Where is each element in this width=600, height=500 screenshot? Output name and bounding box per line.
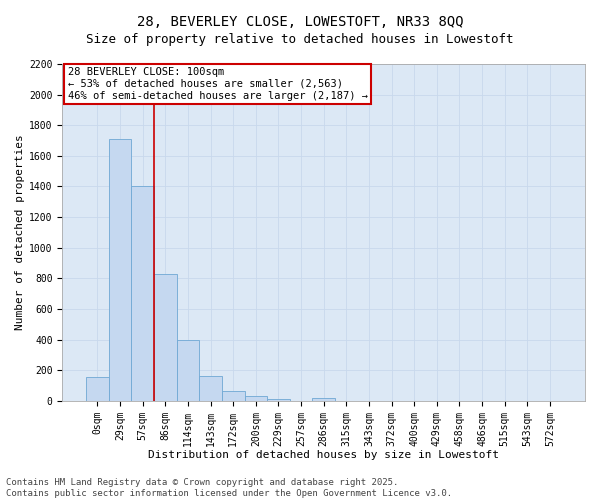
Text: Size of property relative to detached houses in Lowestoft: Size of property relative to detached ho…	[86, 32, 514, 46]
Bar	[109, 139, 131, 401]
Bar	[267, 398, 290, 401]
Y-axis label: Number of detached properties: Number of detached properties	[15, 134, 25, 330]
Bar	[86, 377, 109, 401]
Bar	[131, 186, 154, 401]
Bar	[222, 391, 245, 401]
Text: 28, BEVERLEY CLOSE, LOWESTOFT, NR33 8QQ: 28, BEVERLEY CLOSE, LOWESTOFT, NR33 8QQ	[137, 15, 463, 29]
Bar	[245, 396, 267, 401]
X-axis label: Distribution of detached houses by size in Lowestoft: Distribution of detached houses by size …	[148, 450, 499, 460]
Bar	[199, 376, 222, 401]
Text: 28 BEVERLEY CLOSE: 100sqm
← 53% of detached houses are smaller (2,563)
46% of se: 28 BEVERLEY CLOSE: 100sqm ← 53% of detac…	[68, 68, 368, 100]
Text: Contains HM Land Registry data © Crown copyright and database right 2025.
Contai: Contains HM Land Registry data © Crown c…	[6, 478, 452, 498]
Bar	[154, 274, 176, 401]
Bar	[313, 398, 335, 401]
Bar	[176, 340, 199, 401]
